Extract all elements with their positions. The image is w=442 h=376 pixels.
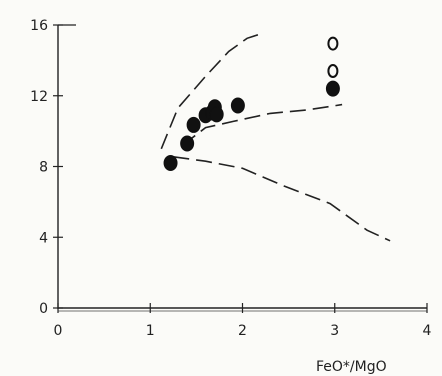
dashed-curve-3 (173, 156, 391, 242)
dashed-curve-2 (182, 103, 343, 146)
filled-point-7 (209, 106, 224, 123)
x-tick-label-0: 0 (54, 323, 63, 339)
open-point-1 (327, 36, 339, 51)
open-point-2 (327, 63, 339, 78)
filled-point-9 (325, 80, 340, 97)
y-tick-label-0: 0 (39, 301, 48, 317)
x-tick-label-4: 4 (423, 323, 432, 339)
data-points (163, 36, 340, 171)
filled-point-3 (186, 116, 201, 133)
filled-point-2 (180, 135, 195, 152)
filled-point-8 (230, 97, 245, 114)
x-tick-label-3: 3 (330, 323, 339, 339)
y-tick-label-8: 8 (39, 160, 48, 176)
y-tick-label-16: 16 (30, 18, 48, 34)
x-axis-label: FeO*/MgO (316, 359, 387, 375)
filled-point-1 (163, 154, 178, 171)
y-tick-label-4: 4 (39, 230, 48, 246)
y-tick-label-12: 12 (30, 89, 48, 105)
dashed-curve-1 (160, 33, 262, 150)
x-tick-label-2: 2 (238, 323, 247, 339)
x-tick-label-1: 1 (146, 323, 155, 339)
tick-marks (53, 24, 428, 313)
dashed-curves (160, 33, 391, 242)
